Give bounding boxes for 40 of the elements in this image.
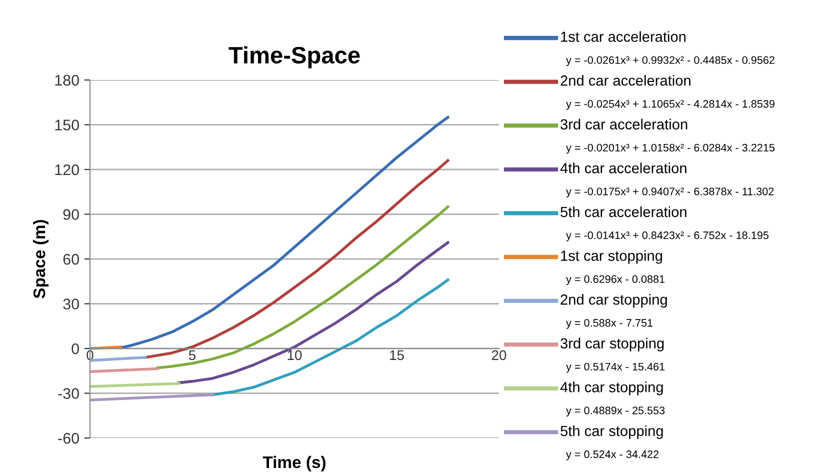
- x-tick-label: 5: [188, 350, 196, 360]
- x-tick-label: 10: [288, 350, 302, 360]
- text: y = 0.6296x - 0.0881: [566, 275, 665, 286]
- legend-label: 2nd car acceleration: [560, 75, 690, 86]
- x-tick-label: 15: [390, 350, 404, 360]
- y-tick-label: 150: [55, 120, 79, 130]
- legend-label: 4th car acceleration: [560, 162, 686, 174]
- text: y = -0.0175x³ + 0.9407x² - 6.3878x - 11.302: [566, 188, 774, 198]
- legend-label: 2nd car stopping: [560, 294, 667, 308]
- y-tick-label: 120: [55, 164, 79, 176]
- line-series: [156, 205, 450, 370]
- text: y = -0.0141x³ + 0.8423x² - 6.752x - 18.195: [566, 231, 768, 242]
- text: y = 0.4889x - 25.553: [566, 406, 665, 416]
- text: y = -0.0261x³ + 0.9932x² - 0.4485x - 0.9562: [566, 56, 774, 66]
- text: y = 0.588x - 7.751: [566, 319, 652, 329]
- y-tick-label: 90: [63, 209, 79, 220]
- legend-label: 3rd car acceleration: [560, 118, 688, 130]
- line-series: [119, 116, 450, 350]
- line-series: [211, 278, 450, 396]
- x-axis-title: Time (s): [262, 456, 326, 472]
- legend-label: 5th car stopping: [560, 425, 663, 439]
- text: y = -0.0201x³ + 1.0158x² - 6.0284x - 3.2215: [566, 144, 775, 154]
- y-tick-label: 60: [63, 254, 79, 265]
- legend-label: 3rd car stopping: [560, 338, 664, 352]
- line-series: [178, 241, 450, 384]
- legend-label: 1st car acceleration: [561, 31, 686, 42]
- y-tick-label: 30: [63, 298, 79, 310]
- y-tick-label: -30: [58, 388, 79, 399]
- line-series: [144, 159, 450, 359]
- legend-label: 1st car stopping: [561, 250, 662, 264]
- text: y = 0.524x - 34.422: [566, 450, 659, 460]
- chart-title: Time-Space: [228, 46, 360, 68]
- text: y = 0.5174x - 15.461: [566, 362, 665, 373]
- y-tick-label: 180: [55, 74, 79, 86]
- y-tick-label: -60: [58, 432, 79, 444]
- legend-label: 4th car stopping: [560, 382, 663, 396]
- y-axis-title: Space (m): [33, 220, 49, 298]
- text: y = -0.0254x³ + 1.1065x² - 4.2814x - 1.8539: [566, 100, 774, 110]
- legend-label: 5th car acceleration: [560, 206, 686, 218]
- x-tick-label: 20: [492, 350, 506, 360]
